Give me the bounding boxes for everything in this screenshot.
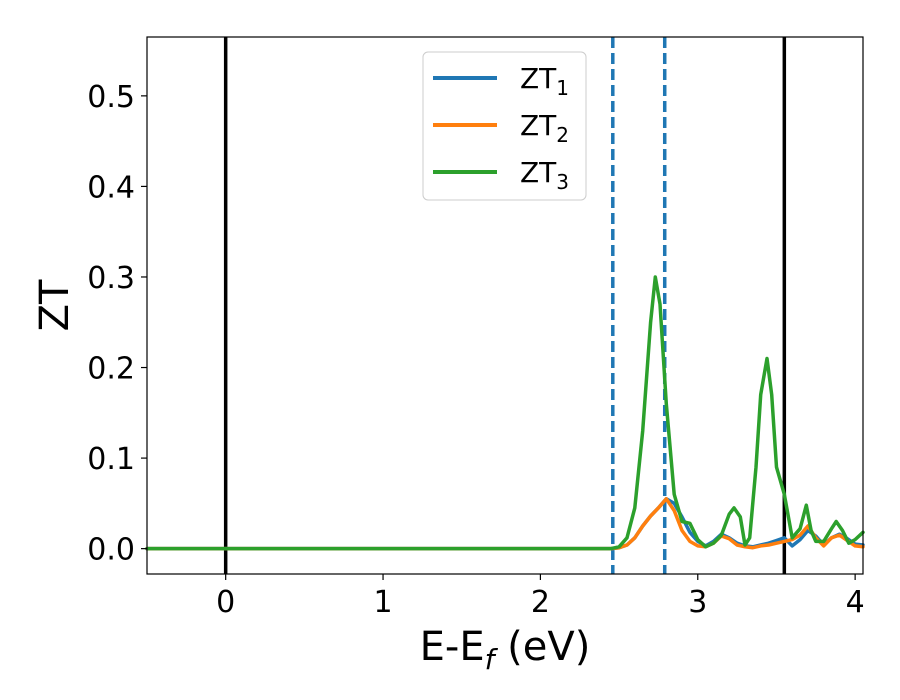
y-tick-label: 0.2 (87, 352, 135, 387)
x-axis-ticks: 0 1 2 3 4 (216, 574, 865, 620)
legend-label-3: ZT3 (520, 156, 569, 194)
legend-box (422, 51, 587, 201)
x-axis-title: E-Ef (eV) (420, 624, 591, 676)
legend-label-1: ZT1 (520, 62, 569, 100)
x-tick-label: 4 (846, 585, 865, 620)
y-tick-label: 0.1 (87, 442, 135, 477)
y-axis-ticks: 0.0 0.1 0.2 0.3 0.4 0.5 (87, 80, 147, 568)
x-tick-label: 0 (216, 585, 235, 620)
y-tick-label: 0.4 (87, 170, 135, 205)
x-tick-label: 3 (688, 585, 707, 620)
series-line-1 (145, 497, 865, 551)
series-line-2 (145, 497, 865, 551)
series-line-3 (145, 275, 865, 551)
x-axis-title-main: E-E (420, 624, 485, 670)
y-axis-title: ZT (32, 279, 78, 331)
y-tick-label: 0.0 (87, 533, 135, 568)
legend-label-2: ZT2 (520, 109, 569, 147)
y-tick-label: 0.3 (87, 261, 135, 296)
legend: ZT1 ZT2 ZT3 (422, 51, 587, 201)
vertical-markers (223, 37, 787, 574)
x-tick-label: 2 (531, 585, 550, 620)
x-tick-label: 1 (373, 585, 392, 620)
y-tick-label: 0.5 (87, 80, 135, 115)
x-axis-title-unit: (eV) (494, 624, 590, 670)
series-layer (145, 275, 865, 551)
plot-frame (146, 36, 864, 575)
